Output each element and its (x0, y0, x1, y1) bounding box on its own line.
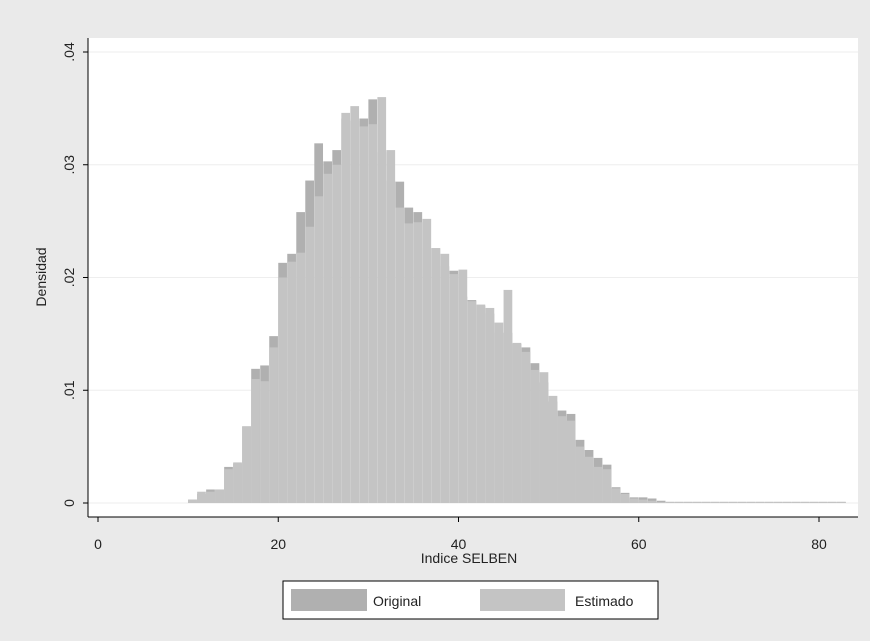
bar-estimado (422, 218, 432, 503)
bar-estimado (584, 456, 594, 503)
bar-estimado (197, 491, 206, 503)
bar-estimado (728, 501, 738, 503)
bar-estimado (575, 446, 585, 503)
bar-estimado (566, 420, 576, 503)
bar-estimado (683, 501, 693, 503)
y-tick-label: .04 (61, 42, 77, 62)
bar-estimado (701, 501, 711, 503)
legend-swatch-estimado (480, 589, 565, 611)
bar-estimado (593, 466, 603, 503)
bar-estimado (467, 301, 477, 503)
bar-estimado (449, 274, 459, 503)
bar-estimado (809, 501, 819, 503)
bar-estimado (503, 289, 513, 503)
x-tick-label: 20 (270, 536, 286, 552)
x-tick-label: 60 (631, 536, 647, 552)
bar-estimado (773, 501, 783, 503)
bar-estimado (746, 501, 756, 503)
x-tick-label: 40 (451, 536, 467, 552)
bar-estimado (251, 378, 260, 503)
bar-estimado (512, 342, 522, 503)
bar-estimado (368, 124, 378, 503)
bar-estimado (647, 500, 657, 503)
bar-estimado (828, 501, 837, 503)
bar-estimado (377, 97, 387, 503)
bar-estimado (656, 501, 666, 503)
bar-estimado (305, 226, 314, 503)
bar-estimado (341, 112, 351, 503)
bar-estimado (611, 488, 621, 503)
bar-estimado (710, 501, 720, 503)
legend-label-original: Original (373, 593, 421, 609)
bar-estimado (837, 501, 846, 503)
bars-estimado (188, 97, 846, 504)
bar-estimado (332, 164, 342, 503)
bar-estimado (521, 351, 531, 503)
bar-estimado (755, 501, 765, 503)
bar-estimado (764, 501, 774, 503)
bar-estimado (314, 196, 324, 503)
bar-estimado (188, 499, 197, 503)
x-axis-title: Indice SELBEN (421, 550, 518, 566)
bar-estimado (386, 150, 396, 503)
bar-estimado (413, 222, 423, 503)
legend: Original Estimado (282, 580, 659, 620)
bar-estimado (494, 322, 504, 503)
y-tick-label: .01 (61, 380, 77, 400)
bar-estimado (620, 493, 630, 503)
bar-estimado (665, 501, 675, 503)
x-tick-label: 80 (811, 536, 827, 552)
bar-estimado (278, 277, 287, 503)
bar-estimado (791, 501, 801, 503)
bar-estimado (674, 501, 684, 503)
bar-estimado (296, 252, 305, 503)
y-axis-ticks: 0 .01 .02 .03 .04 (61, 42, 88, 507)
y-tick-label: .02 (61, 268, 77, 288)
bar-estimado (602, 469, 612, 503)
bar-estimado (242, 426, 251, 503)
x-axis-ticks: 0 20 40 60 80 (94, 517, 827, 552)
bar-estimado (539, 372, 549, 503)
bar-estimado (530, 369, 540, 503)
bar-estimado (215, 489, 224, 503)
bar-estimado (782, 501, 792, 503)
bar-estimado (431, 248, 441, 503)
bar-estimado (404, 223, 414, 503)
bar-estimado (638, 499, 648, 503)
bar-estimado (548, 395, 558, 503)
bar-estimado (287, 261, 296, 503)
y-tick-label: .03 (61, 155, 77, 175)
bar-estimado (485, 307, 495, 503)
x-tick-label: 0 (94, 536, 102, 552)
bar-estimado (395, 207, 405, 503)
legend-label-estimado: Estimado (575, 593, 634, 609)
bar-estimado (800, 501, 810, 503)
bar-estimado (692, 501, 702, 503)
bar-estimado (440, 253, 450, 503)
bar-estimado (350, 106, 360, 504)
y-axis-title: Densidad (33, 247, 49, 306)
bar-estimado (224, 469, 233, 503)
bar-estimado (719, 501, 729, 503)
bar-estimado (269, 347, 278, 503)
bar-estimado (323, 173, 333, 503)
bar-estimado (458, 269, 468, 503)
bar-estimado (629, 498, 639, 503)
bar-estimado (206, 491, 215, 503)
bar-estimado (557, 416, 567, 503)
bar-estimado (819, 501, 828, 503)
bar-estimado (359, 126, 369, 503)
legend-swatch-original (291, 589, 367, 611)
bar-estimado (233, 462, 242, 503)
bar-estimado (260, 381, 269, 503)
bar-estimado (737, 501, 747, 503)
bar-estimado (476, 304, 486, 503)
y-tick-label: 0 (61, 499, 77, 507)
